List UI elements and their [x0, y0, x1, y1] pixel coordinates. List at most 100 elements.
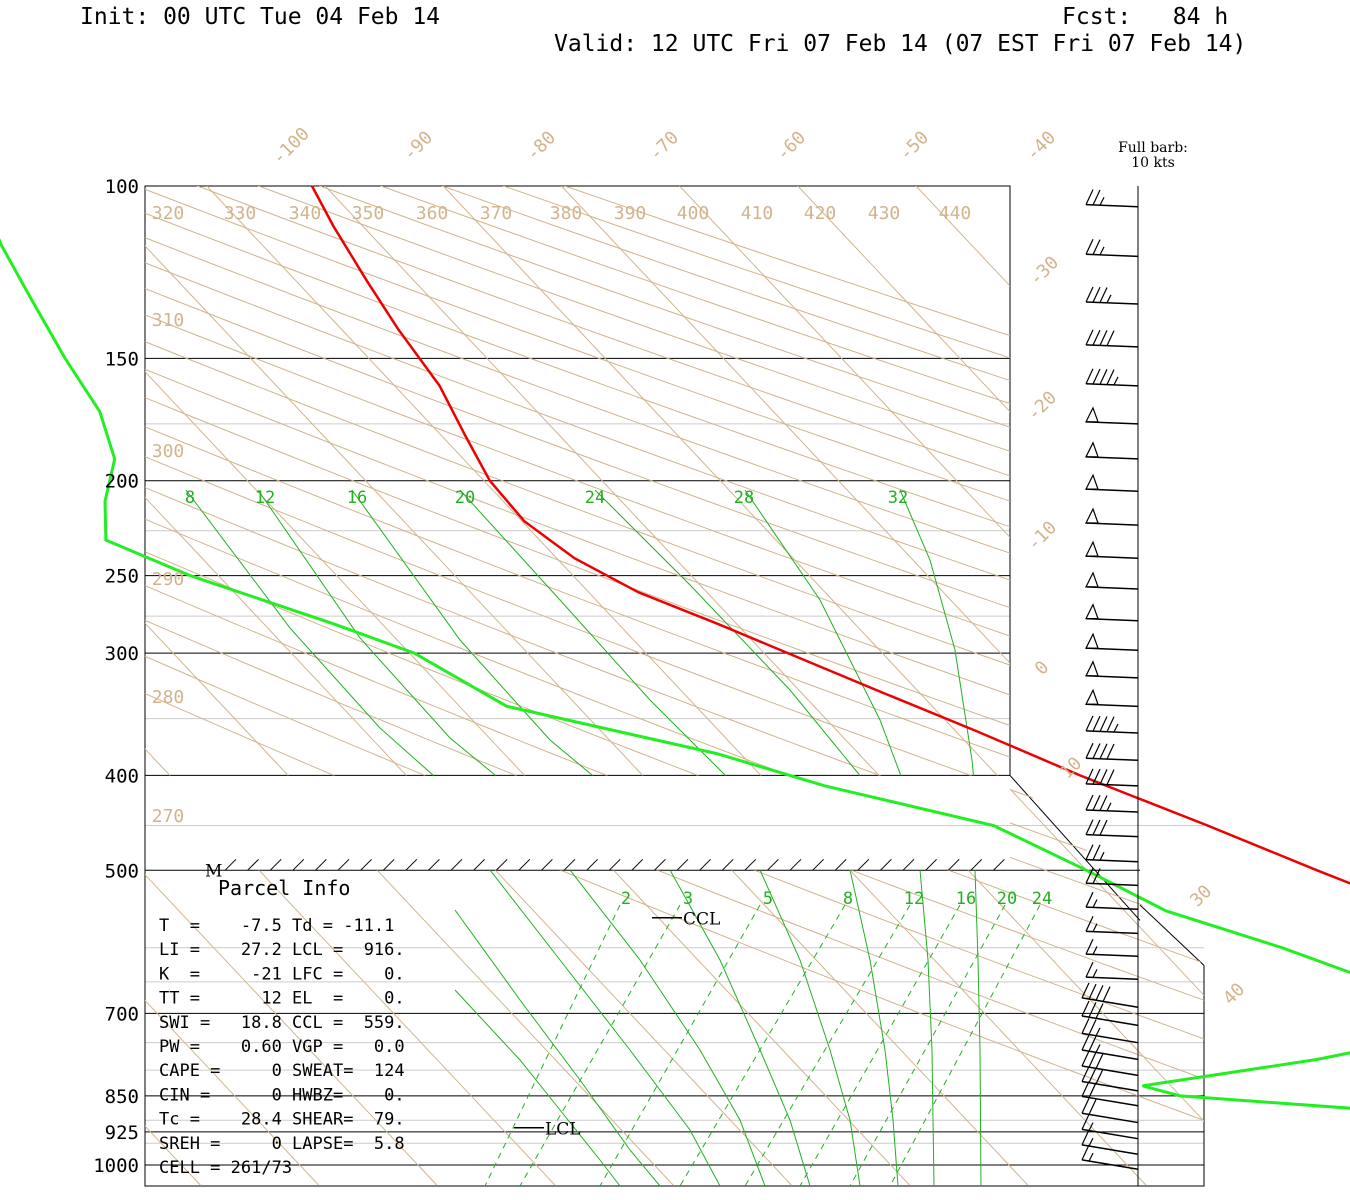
- isotherm: [0, 141, 83, 1186]
- barb-flag: [1081, 1000, 1090, 1017]
- parcel-info-row: LI = 27.2 LCL = 916.: [159, 940, 405, 960]
- barb-flag: [1095, 985, 1104, 1001]
- parcel-info-row: K = -21 LFC = 0.: [159, 964, 405, 984]
- barb-flag: [1092, 768, 1101, 785]
- barb-pennant: [1085, 571, 1099, 588]
- mixing-ratio-dashed: [889, 904, 1041, 1186]
- isotherm: [145, 775, 1029, 1186]
- level-hatch: [789, 858, 802, 871]
- barb-flag: [1099, 287, 1108, 303]
- wind-barb: [1081, 1129, 1139, 1155]
- wind-barb: [1085, 819, 1139, 838]
- theta-label: 290: [152, 569, 185, 590]
- barb-flag: [1099, 743, 1108, 760]
- isotherm: [678, 186, 1010, 539]
- barb-flag: [1099, 795, 1108, 811]
- barb-pennant: [1085, 688, 1099, 705]
- barb-flag: [1092, 743, 1101, 759]
- level-hatch: [473, 858, 485, 871]
- parcel-info-row: CELL = 261/73: [159, 1158, 292, 1178]
- isotherm: [145, 245, 644, 776]
- barb-shaft: [1085, 301, 1139, 305]
- mixing-ratio-line: [185, 489, 435, 776]
- barb-flag: [1085, 961, 1094, 978]
- parcel-info-row: CIN = 0 HWBZ= 0.: [159, 1085, 405, 1105]
- barb-shaft: [1085, 930, 1139, 935]
- wind-barb: [1081, 1034, 1139, 1061]
- barb-half: [1092, 969, 1098, 978]
- barb-shaft: [1081, 1015, 1139, 1027]
- isotherm: [145, 775, 793, 1186]
- barb-flag: [1092, 189, 1101, 206]
- pressure-label-300: 300: [105, 643, 139, 665]
- isotherm-label: -100: [268, 123, 314, 169]
- moist-adiabat: [974, 869, 982, 1186]
- mixing-ratio-dashed: [679, 904, 846, 1186]
- barb-pennant: [1085, 441, 1099, 458]
- level-hatch: [541, 858, 553, 871]
- barb-flag: [1085, 189, 1094, 205]
- wind-barb: [1085, 441, 1139, 460]
- moist-adiabat: [489, 869, 721, 1186]
- pressure-label-850: 850: [105, 1086, 139, 1108]
- barb-flag: [1102, 986, 1111, 1002]
- barb-flag: [1092, 368, 1101, 385]
- theta-label: 350: [352, 203, 385, 224]
- barb-flag: [1092, 286, 1101, 303]
- frame-diagonal: [1009, 775, 1141, 921]
- barb-flag: [1099, 330, 1108, 346]
- theta-label: 340: [289, 203, 322, 224]
- barb-shaft: [1085, 383, 1139, 387]
- mixing-ratio-line: [744, 489, 902, 776]
- barb-flag: [1092, 819, 1101, 836]
- barb-flag: [1092, 239, 1101, 255]
- barb-half: [1095, 1044, 1101, 1053]
- barb-shaft: [1081, 997, 1139, 1008]
- level-hatch: [880, 858, 892, 871]
- dewpoint-profile: [0, 238, 1350, 1110]
- wind-barb: [1085, 867, 1139, 887]
- isotherm: [145, 775, 320, 1186]
- barb-flag: [1081, 1129, 1090, 1146]
- barb-flag: [1085, 938, 1094, 955]
- moist-label: 8: [843, 889, 853, 909]
- barb-half: [1113, 723, 1119, 733]
- isotherm-label: -80: [522, 127, 560, 165]
- isotherm-label: -90: [399, 127, 437, 165]
- barb-flag: [1088, 1052, 1097, 1068]
- barb-shaft: [1085, 953, 1139, 957]
- moist-adiabat: [454, 909, 661, 1186]
- isotherm: [518, 775, 1204, 1186]
- level-hatch: [947, 858, 960, 871]
- parcel-info-row: SWI = 18.8 CCL = 559.: [159, 1013, 405, 1033]
- level-hatch: [631, 858, 644, 871]
- barb-half: [1095, 1027, 1101, 1037]
- isotherm: [0, 141, 83, 1186]
- parcel-info-row: PW = 0.60 VGP = 0.0: [159, 1037, 405, 1057]
- isotherm: [560, 186, 1010, 664]
- level-hatch: [405, 858, 418, 871]
- isotherm-label: -10: [1023, 517, 1061, 555]
- pressure-label-500: 500: [105, 860, 139, 882]
- barb-half: [1088, 1122, 1094, 1131]
- isotherm-label: 10: [1056, 753, 1086, 783]
- isotherm-label: -60: [772, 127, 810, 165]
- barb-flag: [1106, 716, 1115, 732]
- mixing-ratio-dashed: [849, 904, 1006, 1186]
- theta-label: 400: [677, 203, 710, 224]
- mixing-label: 8: [185, 488, 195, 508]
- barb-flag: [1092, 329, 1101, 346]
- level-hatch: [428, 858, 440, 871]
- wind-barb: [1081, 1097, 1139, 1124]
- barb-flag: [1088, 1001, 1097, 1018]
- barb-shaft: [1081, 1128, 1139, 1140]
- theta-label: 420: [804, 203, 837, 224]
- barb-shaft: [1085, 757, 1139, 762]
- forecast-hour: Fcst: 84 h: [1062, 4, 1229, 30]
- theta-label: 410: [741, 203, 774, 224]
- wind-barb: [1085, 632, 1139, 652]
- dry-adiabat: [145, 368, 1010, 696]
- init-time: Init: 00 UTC Tue 04 Feb 14: [80, 4, 441, 30]
- pressure-label-200: 200: [105, 471, 139, 493]
- barb-flag: [1081, 1144, 1090, 1161]
